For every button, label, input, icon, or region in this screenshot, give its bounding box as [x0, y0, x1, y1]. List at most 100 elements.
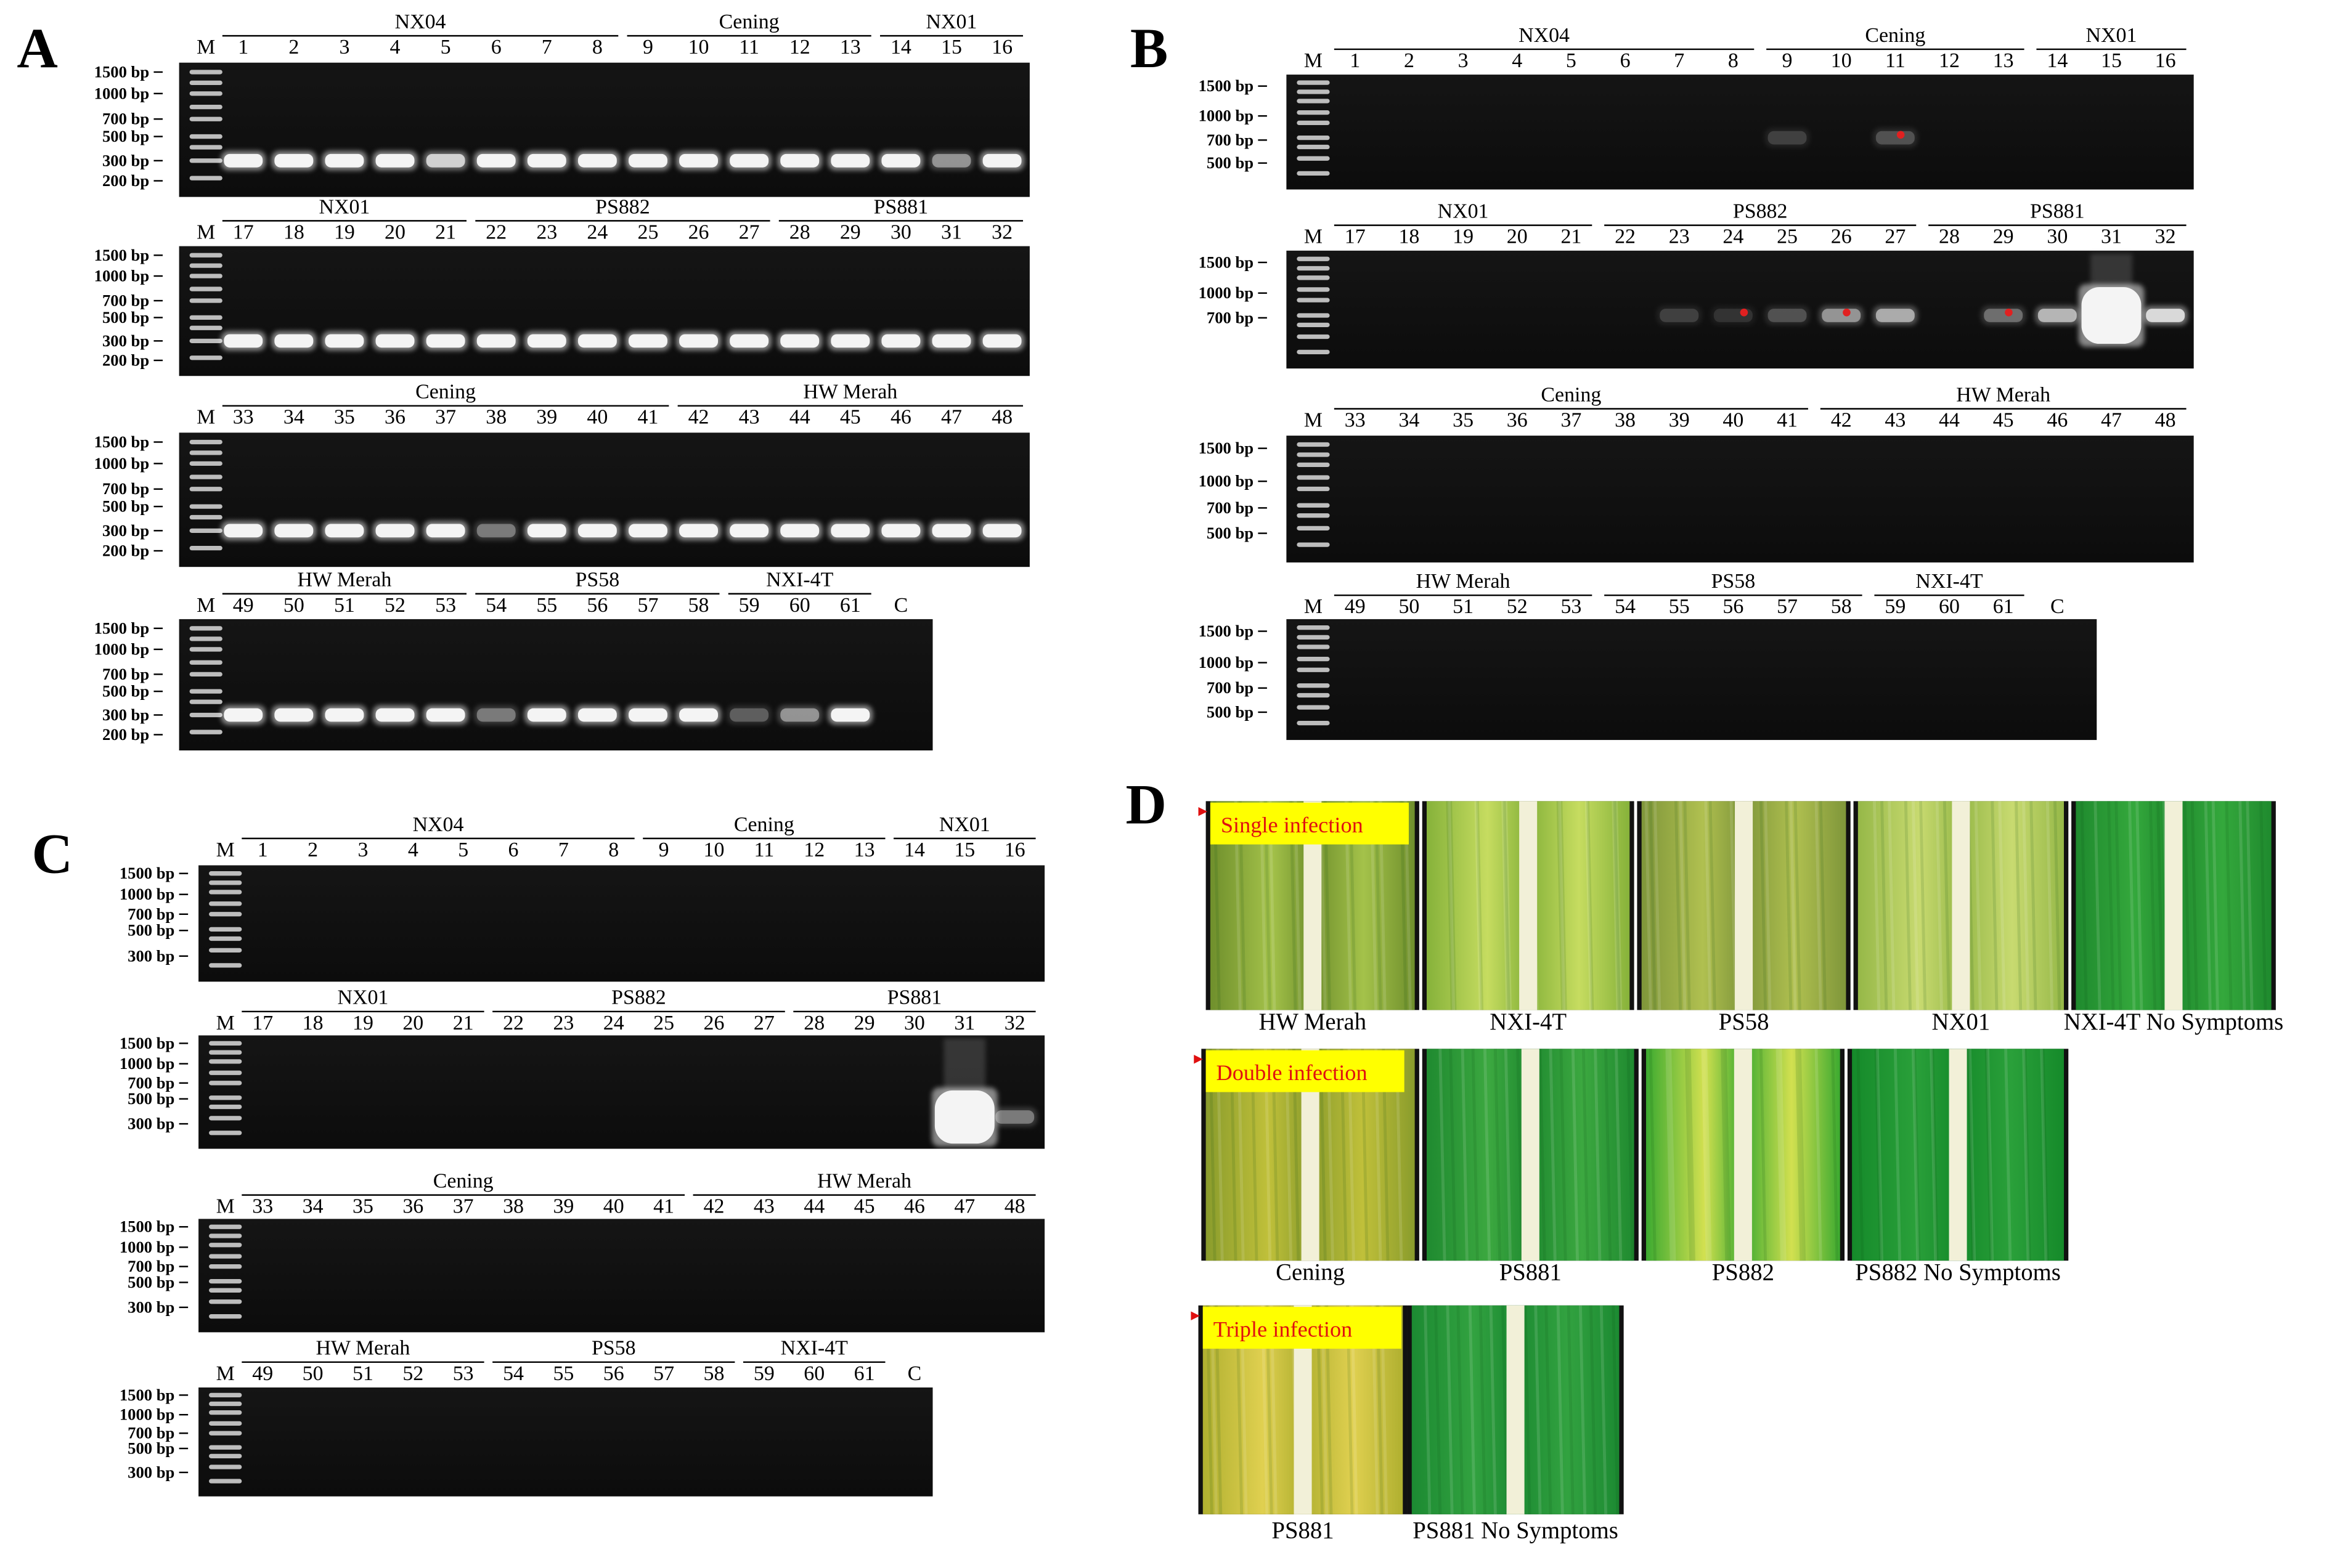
lane-label: 29 [840, 221, 861, 243]
ladder-band [1297, 144, 1330, 150]
leaf-streak [1913, 1049, 1921, 1261]
tag-arrow [1194, 1055, 1203, 1064]
leaf-streak [1604, 1049, 1612, 1261]
band [426, 334, 465, 348]
band [577, 708, 617, 722]
leaf-streak [2004, 1049, 2012, 1261]
lane-label: 61 [1993, 595, 2014, 618]
lane-label: 34 [303, 1195, 324, 1218]
band [426, 524, 465, 538]
lane-label: 32 [1005, 1012, 1025, 1034]
band [831, 153, 870, 168]
lane-label: 20 [1507, 225, 1528, 248]
leaf-streak [1438, 1049, 1446, 1261]
ladder-label: 700 bp [102, 665, 149, 683]
leaf-streak [1684, 1049, 1693, 1261]
panel-label: A [17, 17, 57, 79]
band [2037, 309, 2077, 322]
leaf-streak [1586, 801, 1594, 1010]
ladder-band [1297, 275, 1330, 280]
ladder-band [1297, 693, 1330, 698]
band-glow [1873, 128, 1918, 148]
leaf-caption: NX01 [1932, 1009, 1991, 1035]
ladder-band [189, 729, 222, 734]
leaf-streak [2135, 801, 2143, 1010]
lane-label: 44 [1939, 409, 1960, 432]
ladder-label: 500 bp [1207, 702, 1254, 721]
leaf-streak [1468, 1305, 1476, 1514]
ladder-label: 500 bp [128, 921, 174, 940]
ladder-band [1297, 503, 1330, 508]
group-label: Cening [734, 813, 794, 836]
leaf-streak [1613, 801, 1621, 1010]
ladder-band [209, 1401, 242, 1407]
ladder-band [1297, 89, 1330, 94]
lane-label: 17 [233, 221, 254, 243]
leaf-streak [2190, 801, 2198, 1010]
group-label: HW Merah [803, 381, 897, 404]
leaf-streak [1674, 801, 1682, 1010]
leaf-streak [2149, 801, 2157, 1010]
leaf-streak [1893, 1049, 1902, 1261]
lane-label: 58 [704, 1362, 725, 1385]
ladder-band [189, 647, 222, 652]
band [881, 334, 921, 348]
lane-label: 16 [2155, 49, 2176, 72]
band [932, 153, 971, 168]
ladder-label: 700 bp [128, 904, 174, 923]
lane-label: 27 [754, 1012, 775, 1034]
ladder-label: 1000 bp [1199, 653, 1254, 672]
control-label: C [894, 594, 908, 617]
lane-label: 16 [1005, 839, 1025, 861]
band [224, 334, 263, 348]
ladder-band [1297, 171, 1330, 176]
ladder-label: 500 bp [1207, 524, 1254, 542]
leaf-streak [1615, 1049, 1623, 1261]
lane-label: 21 [435, 221, 456, 243]
band-glow [473, 705, 519, 725]
leaf-streak [1764, 801, 1772, 1010]
ladder-label: 1500 bp [94, 619, 150, 637]
red-marker [1843, 308, 1851, 317]
gel [198, 1387, 933, 1497]
group-label: Cening [1865, 24, 1925, 47]
ladder-label: 500 bp [102, 127, 149, 145]
lane-label: 12 [1939, 49, 1960, 72]
infection-tag [1202, 1307, 1401, 1349]
lane-label: 47 [2101, 409, 2122, 432]
lane-label: 39 [536, 406, 557, 429]
band [679, 524, 719, 538]
leaf-streak [1665, 1049, 1673, 1261]
leaf-streak [1653, 801, 1661, 1010]
ladder-band [189, 439, 222, 445]
lane-label: 36 [402, 1195, 423, 1218]
band [628, 524, 667, 538]
ladder-band [189, 636, 222, 641]
leaf-streak [1589, 1305, 1597, 1514]
panel-label: D [1126, 773, 1167, 836]
lane-label: 53 [453, 1362, 474, 1385]
band [831, 708, 870, 722]
band [679, 334, 719, 348]
lane-label: 51 [353, 1362, 373, 1385]
band [274, 524, 314, 538]
group-label: NX04 [1519, 24, 1570, 47]
ladder-band [209, 1264, 242, 1269]
lane-label: 10 [1831, 49, 1852, 72]
lane-label: 46 [904, 1195, 925, 1218]
leaf-streak [2029, 801, 2037, 1010]
ladder-band [1297, 266, 1330, 271]
leaf-streak [1578, 1305, 1587, 1514]
lane-label: 59 [754, 1362, 775, 1385]
lane-label: 26 [688, 221, 709, 243]
lane-label: 13 [840, 36, 861, 59]
lane-label: 3 [339, 36, 349, 59]
leaf-streak [1873, 801, 1881, 1010]
ladder-label: 700 bp [1207, 678, 1254, 697]
leaf-streak [1775, 1049, 1784, 1261]
leaf-streak [2053, 801, 2061, 1010]
leaf-streak [2023, 1049, 2031, 1261]
ladder-band [209, 1233, 242, 1238]
group-label: NXI-4T [1915, 570, 1983, 593]
red-marker [1740, 308, 1748, 317]
